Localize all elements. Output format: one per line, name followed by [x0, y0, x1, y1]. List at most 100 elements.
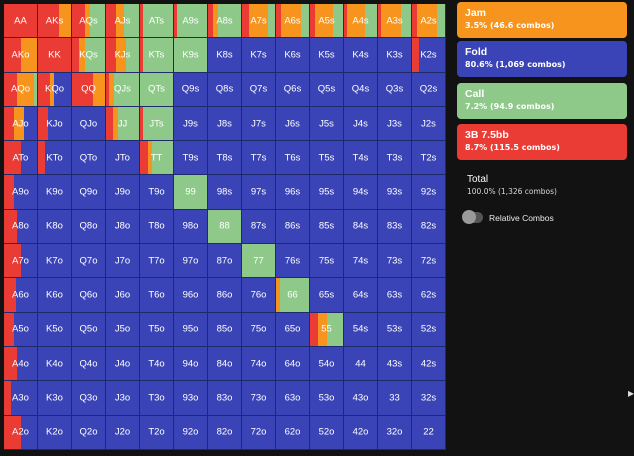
hand-cell-QTs[interactable]: QTs: [140, 72, 174, 107]
hand-cell-Q5o[interactable]: Q5o: [72, 312, 106, 347]
hand-cell-93s[interactable]: 93s: [378, 175, 412, 210]
hand-cell-T9o[interactable]: T9o: [140, 175, 174, 210]
hand-cell-A9s[interactable]: A9s: [174, 4, 208, 39]
hand-cell-A3o[interactable]: A3o: [4, 381, 38, 416]
hand-cell-94o[interactable]: 94o: [174, 346, 208, 382]
hand-cell-92o[interactable]: 92o: [174, 415, 208, 450]
hand-cell-J3s[interactable]: J3s: [378, 106, 412, 142]
hand-cell-Q2o[interactable]: Q2o: [72, 415, 106, 450]
hand-cell-K6s[interactable]: K6s: [276, 38, 310, 73]
hand-cell-87o[interactable]: 87o: [208, 244, 242, 279]
hand-cell-A3s[interactable]: A3s: [378, 4, 412, 39]
hand-cell-T9s[interactable]: T9s: [174, 141, 208, 176]
hand-cell-85o[interactable]: 85o: [208, 312, 242, 347]
hand-cell-86s[interactable]: 86s: [276, 209, 310, 245]
hand-cell-J5o[interactable]: J5o: [106, 312, 140, 347]
hand-cell-53s[interactable]: 53s: [378, 312, 412, 347]
hand-cell-K4s[interactable]: K4s: [344, 38, 378, 73]
hand-cell-QJs[interactable]: QJs: [106, 72, 140, 107]
hand-cell-77[interactable]: 77: [242, 244, 276, 279]
hand-cell-A9o[interactable]: A9o: [4, 175, 38, 210]
hand-cell-K8o[interactable]: K8o: [38, 209, 72, 245]
hand-cell-Q7o[interactable]: Q7o: [72, 244, 106, 279]
hand-cell-J8s[interactable]: J8s: [208, 106, 242, 142]
hand-cell-63o[interactable]: 63o: [276, 381, 310, 416]
hand-cell-Q3s[interactable]: Q3s: [378, 72, 412, 107]
hand-cell-JTs[interactable]: JTs: [140, 106, 174, 142]
hand-cell-94s[interactable]: 94s: [344, 175, 378, 210]
legend-call[interactable]: Call 7.2% (94.9 combos): [457, 83, 627, 119]
hand-cell-83o[interactable]: 83o: [208, 381, 242, 416]
hand-cell-Q4s[interactable]: Q4s: [344, 72, 378, 107]
hand-cell-93o[interactable]: 93o: [174, 381, 208, 416]
hand-cell-64o[interactable]: 64o: [276, 346, 310, 382]
hand-cell-J2s[interactable]: J2s: [412, 106, 446, 142]
hand-cell-K2s[interactable]: K2s: [412, 38, 446, 73]
hand-cell-J4o[interactable]: J4o: [106, 346, 140, 382]
hand-cell-62s[interactable]: 62s: [412, 278, 446, 313]
hand-cell-TT[interactable]: TT: [140, 141, 174, 176]
hand-cell-KTs[interactable]: KTs: [140, 38, 174, 73]
legend-raise[interactable]: 3B 7.5bb 8.7% (115.5 combos): [457, 124, 627, 160]
hand-cell-ATo[interactable]: ATo: [4, 141, 38, 176]
hand-cell-T7s[interactable]: T7s: [242, 141, 276, 176]
hand-cell-K7o[interactable]: K7o: [38, 244, 72, 279]
hand-cell-82s[interactable]: 82s: [412, 209, 446, 245]
hand-cell-Q9s[interactable]: Q9s: [174, 72, 208, 107]
hand-cell-K5o[interactable]: K5o: [38, 312, 72, 347]
hand-cell-Q2s[interactable]: Q2s: [412, 72, 446, 107]
hand-cell-96s[interactable]: 96s: [276, 175, 310, 210]
hand-cell-Q8s[interactable]: Q8s: [208, 72, 242, 107]
hand-cell-A4o[interactable]: A4o: [4, 346, 38, 382]
hand-cell-KJs[interactable]: KJs: [106, 38, 140, 73]
hand-cell-99[interactable]: 99: [174, 175, 208, 210]
hand-cell-96o[interactable]: 96o: [174, 278, 208, 313]
hand-cell-54s[interactable]: 54s: [344, 312, 378, 347]
hand-cell-J8o[interactable]: J8o: [106, 209, 140, 245]
hand-cell-A5o[interactable]: A5o: [4, 312, 38, 347]
hand-cell-K4o[interactable]: K4o: [38, 346, 72, 382]
hand-cell-K5s[interactable]: K5s: [310, 38, 344, 73]
hand-cell-J4s[interactable]: J4s: [344, 106, 378, 142]
hand-cell-62o[interactable]: 62o: [276, 415, 310, 450]
hand-cell-T5s[interactable]: T5s: [310, 141, 344, 176]
hand-cell-QJo[interactable]: QJo: [72, 106, 106, 142]
hand-cell-84o[interactable]: 84o: [208, 346, 242, 382]
hand-cell-97s[interactable]: 97s: [242, 175, 276, 210]
hand-cell-K3s[interactable]: K3s: [378, 38, 412, 73]
relative-combos-toggle[interactable]: [462, 210, 483, 224]
hand-cell-K2o[interactable]: K2o: [38, 415, 72, 450]
hand-cell-95s[interactable]: 95s: [310, 175, 344, 210]
hand-cell-83s[interactable]: 83s: [378, 209, 412, 245]
hand-cell-55[interactable]: 55: [310, 312, 344, 347]
hand-cell-42o[interactable]: 42o: [344, 415, 378, 450]
hand-cell-43o[interactable]: 43o: [344, 381, 378, 416]
hand-cell-A2s[interactable]: A2s: [412, 4, 446, 39]
hand-cell-T5o[interactable]: T5o: [140, 312, 174, 347]
hand-cell-54o[interactable]: 54o: [310, 346, 344, 382]
hand-cell-KQo[interactable]: KQo: [38, 72, 72, 107]
hand-cell-ATs[interactable]: ATs: [140, 4, 174, 39]
hand-cell-J3o[interactable]: J3o: [106, 381, 140, 416]
hand-cell-44[interactable]: 44: [344, 346, 378, 382]
hand-cell-65s[interactable]: 65s: [310, 278, 344, 313]
hand-cell-J5s[interactable]: J5s: [310, 106, 344, 142]
hand-cell-A7s[interactable]: A7s: [242, 4, 276, 39]
hand-cell-AJs[interactable]: AJs: [106, 4, 140, 39]
hand-cell-75s[interactable]: 75s: [310, 244, 344, 279]
hand-cell-J7s[interactable]: J7s: [242, 106, 276, 142]
hand-cell-A6o[interactable]: A6o: [4, 278, 38, 313]
hand-cell-98s[interactable]: 98s: [208, 175, 242, 210]
hand-cell-72s[interactable]: 72s: [412, 244, 446, 279]
hand-cell-KQs[interactable]: KQs: [72, 38, 106, 73]
hand-cell-T2o[interactable]: T2o: [140, 415, 174, 450]
hand-cell-Q3o[interactable]: Q3o: [72, 381, 106, 416]
hand-cell-43s[interactable]: 43s: [378, 346, 412, 382]
hand-cell-22[interactable]: 22: [412, 415, 446, 450]
hand-cell-Q6s[interactable]: Q6s: [276, 72, 310, 107]
hand-cell-76s[interactable]: 76s: [276, 244, 310, 279]
hand-cell-53o[interactable]: 53o: [310, 381, 344, 416]
legend-fold[interactable]: Fold 80.6% (1,069 combos): [457, 41, 627, 77]
hand-cell-75o[interactable]: 75o: [242, 312, 276, 347]
hand-cell-AQo[interactable]: AQo: [4, 72, 38, 107]
